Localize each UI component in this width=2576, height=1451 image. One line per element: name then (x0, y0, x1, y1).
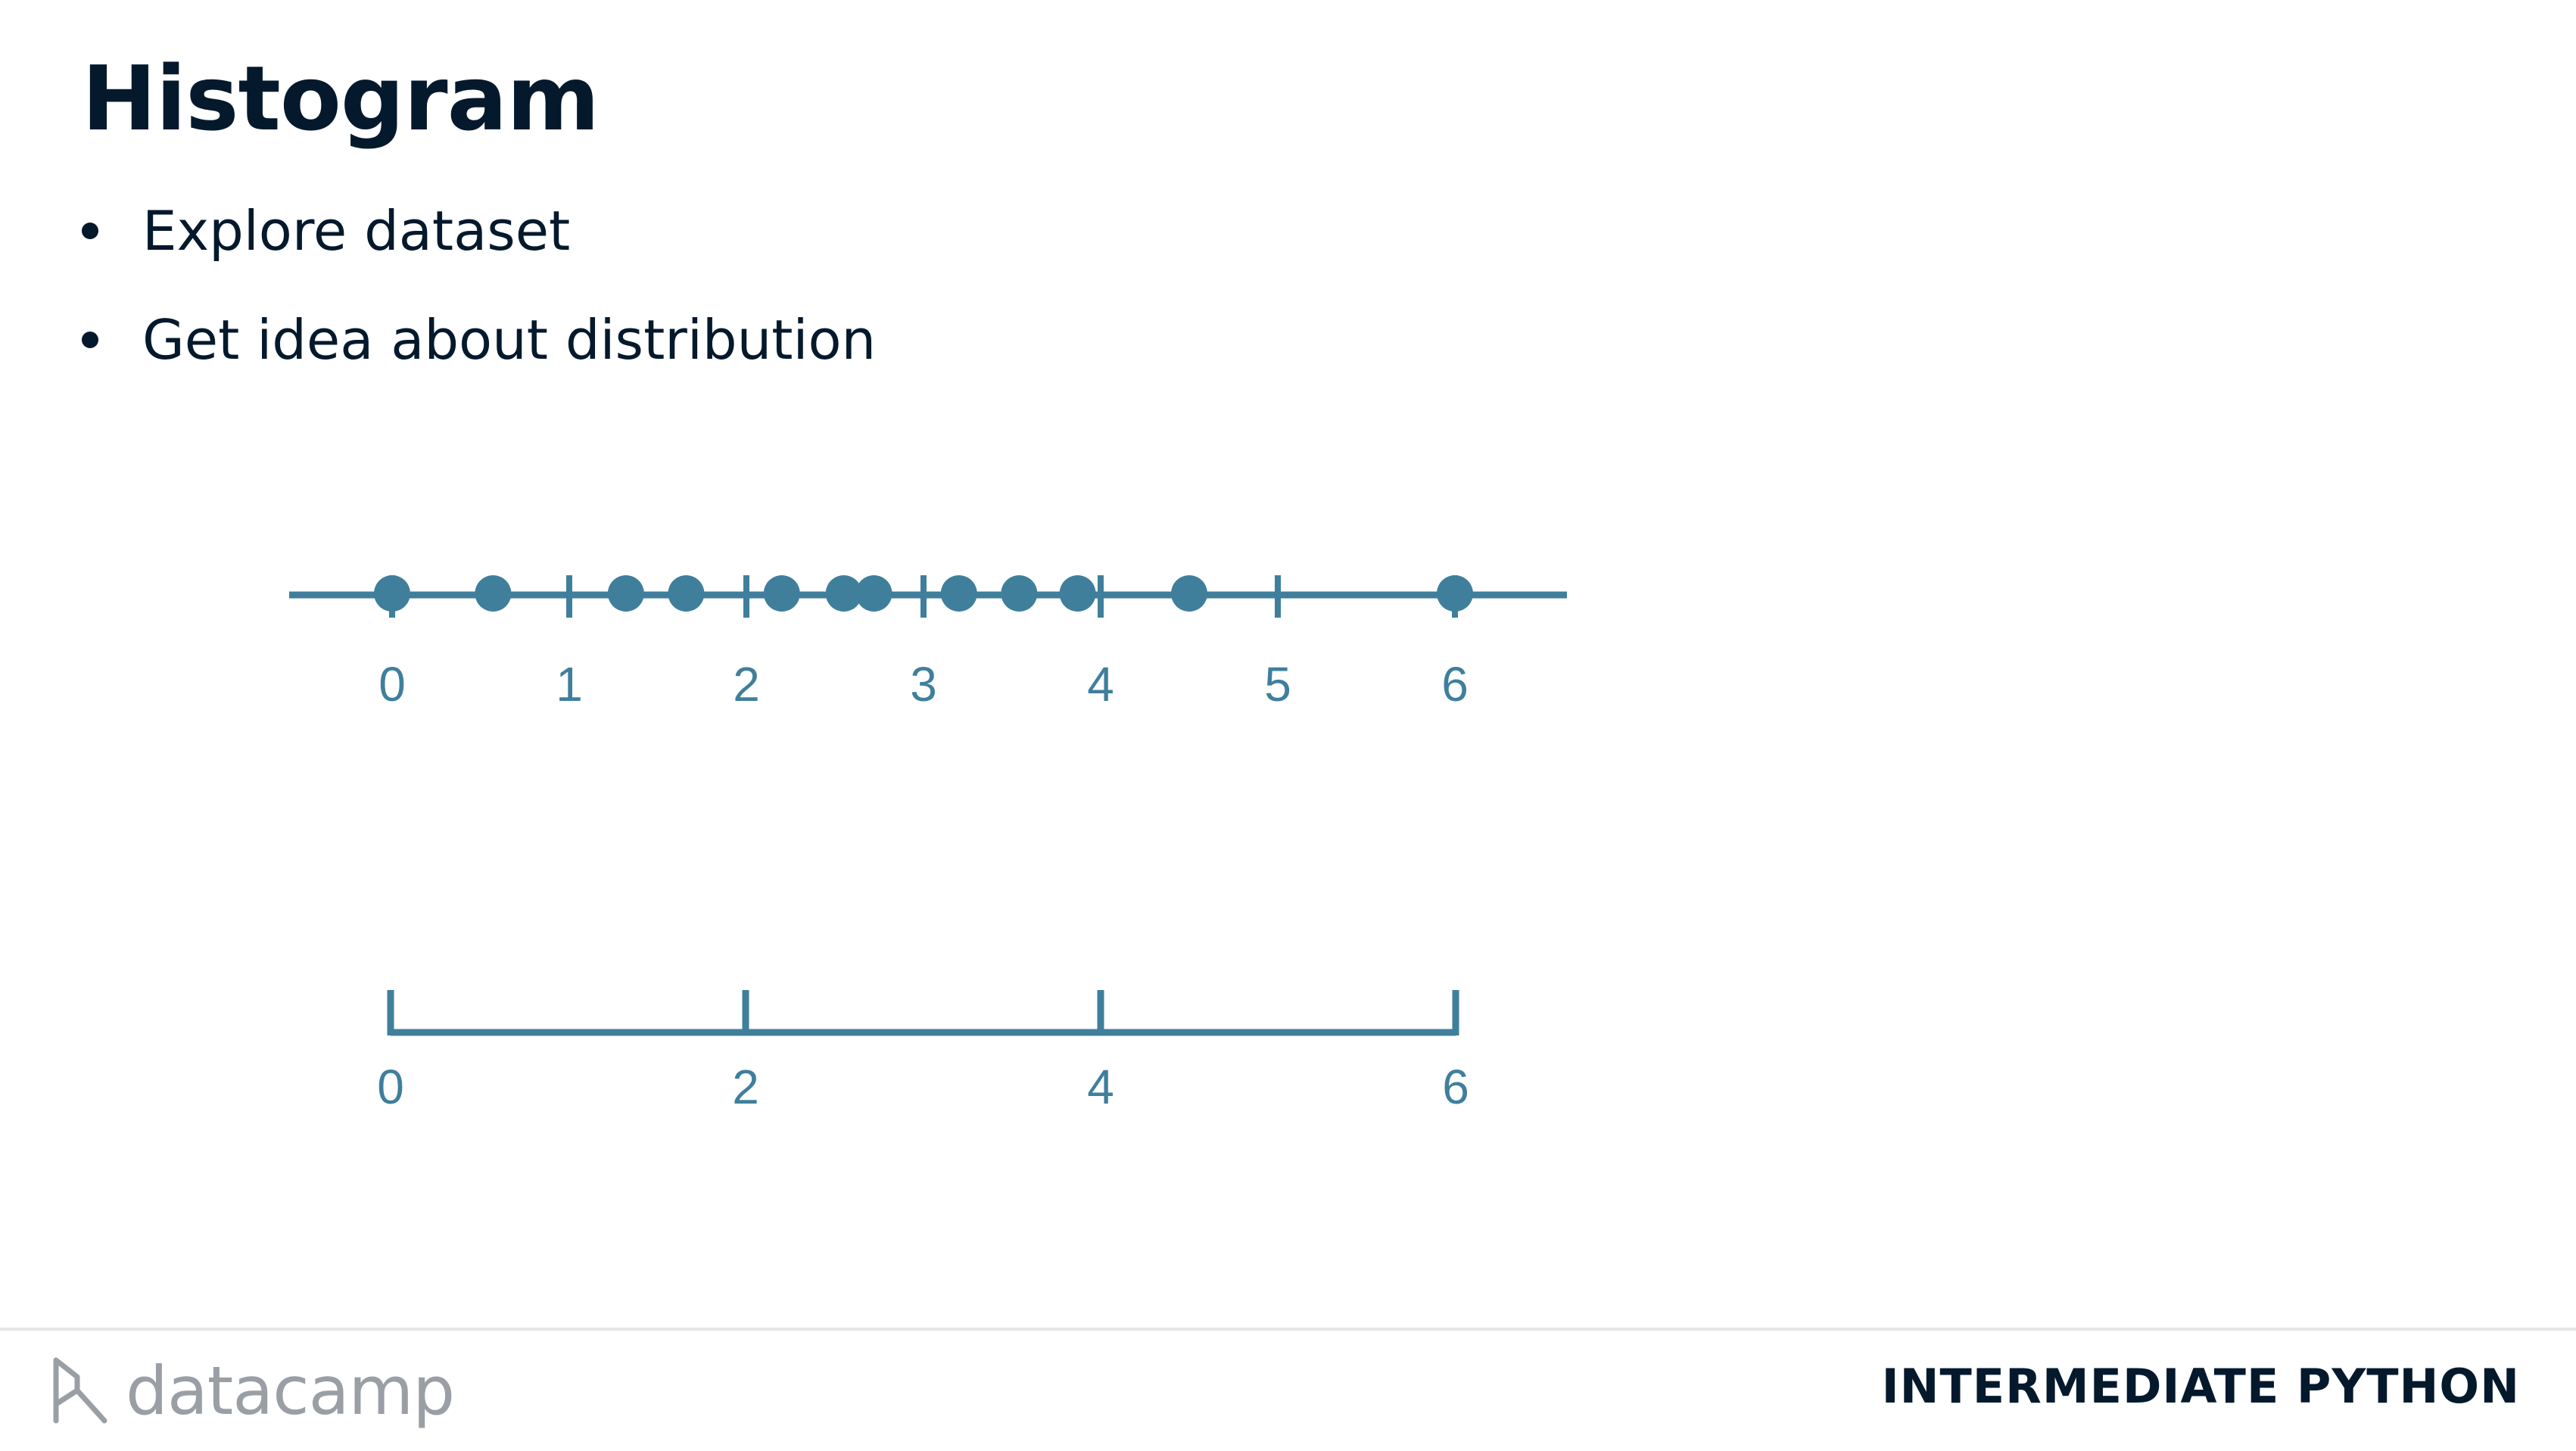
tick-label: 1 (556, 657, 583, 711)
footer-divider (0, 1328, 2576, 1331)
tick-label: 0 (377, 1060, 404, 1114)
datacamp-logo: datacamp (51, 1349, 455, 1432)
logo-text: datacamp (126, 1351, 455, 1430)
data-point (763, 575, 800, 612)
datacamp-logo-icon (53, 1357, 107, 1424)
data-point (1171, 575, 1207, 612)
tick-label: 0 (378, 657, 406, 711)
tick-label: 3 (910, 657, 937, 711)
tick-label: 6 (1441, 657, 1469, 711)
data-point (374, 575, 410, 612)
data-point (940, 575, 977, 612)
tick-label: 6 (1442, 1060, 1469, 1114)
data-point (1001, 575, 1038, 612)
tick-label: 4 (1087, 657, 1114, 711)
data-point (668, 575, 705, 612)
bin-axis-chart: 0 2 4 6 (377, 990, 1469, 1114)
course-name: INTERMEDIATE PYTHON (1881, 1359, 2520, 1414)
tick-label: 4 (1087, 1060, 1114, 1114)
bullet-list: Explore dataset Get idea about distribut… (82, 189, 876, 407)
tick-label: 5 (1264, 657, 1291, 711)
bullet-item: Get idea about distribution (82, 298, 876, 381)
data-point (1059, 575, 1096, 612)
bullet-text: Get idea about distribution (142, 308, 877, 372)
bullet-dot-icon (82, 332, 98, 348)
data-point (1437, 575, 1473, 612)
bullet-item: Explore dataset (82, 189, 876, 272)
bullet-text: Explore dataset (142, 199, 571, 263)
data-point (475, 575, 512, 612)
bullet-dot-icon (82, 223, 98, 239)
data-point (607, 575, 644, 612)
data-point (855, 575, 892, 612)
dot-plot-chart: 0 1 2 3 4 5 6 (289, 575, 1567, 711)
histogram-illustration: 0 1 2 3 4 5 6 0 2 4 6 (289, 575, 1567, 1114)
slide-title: Histogram (82, 46, 600, 151)
data-point (825, 575, 862, 612)
tick-label: 2 (732, 1060, 759, 1114)
tick-label: 2 (733, 657, 760, 711)
